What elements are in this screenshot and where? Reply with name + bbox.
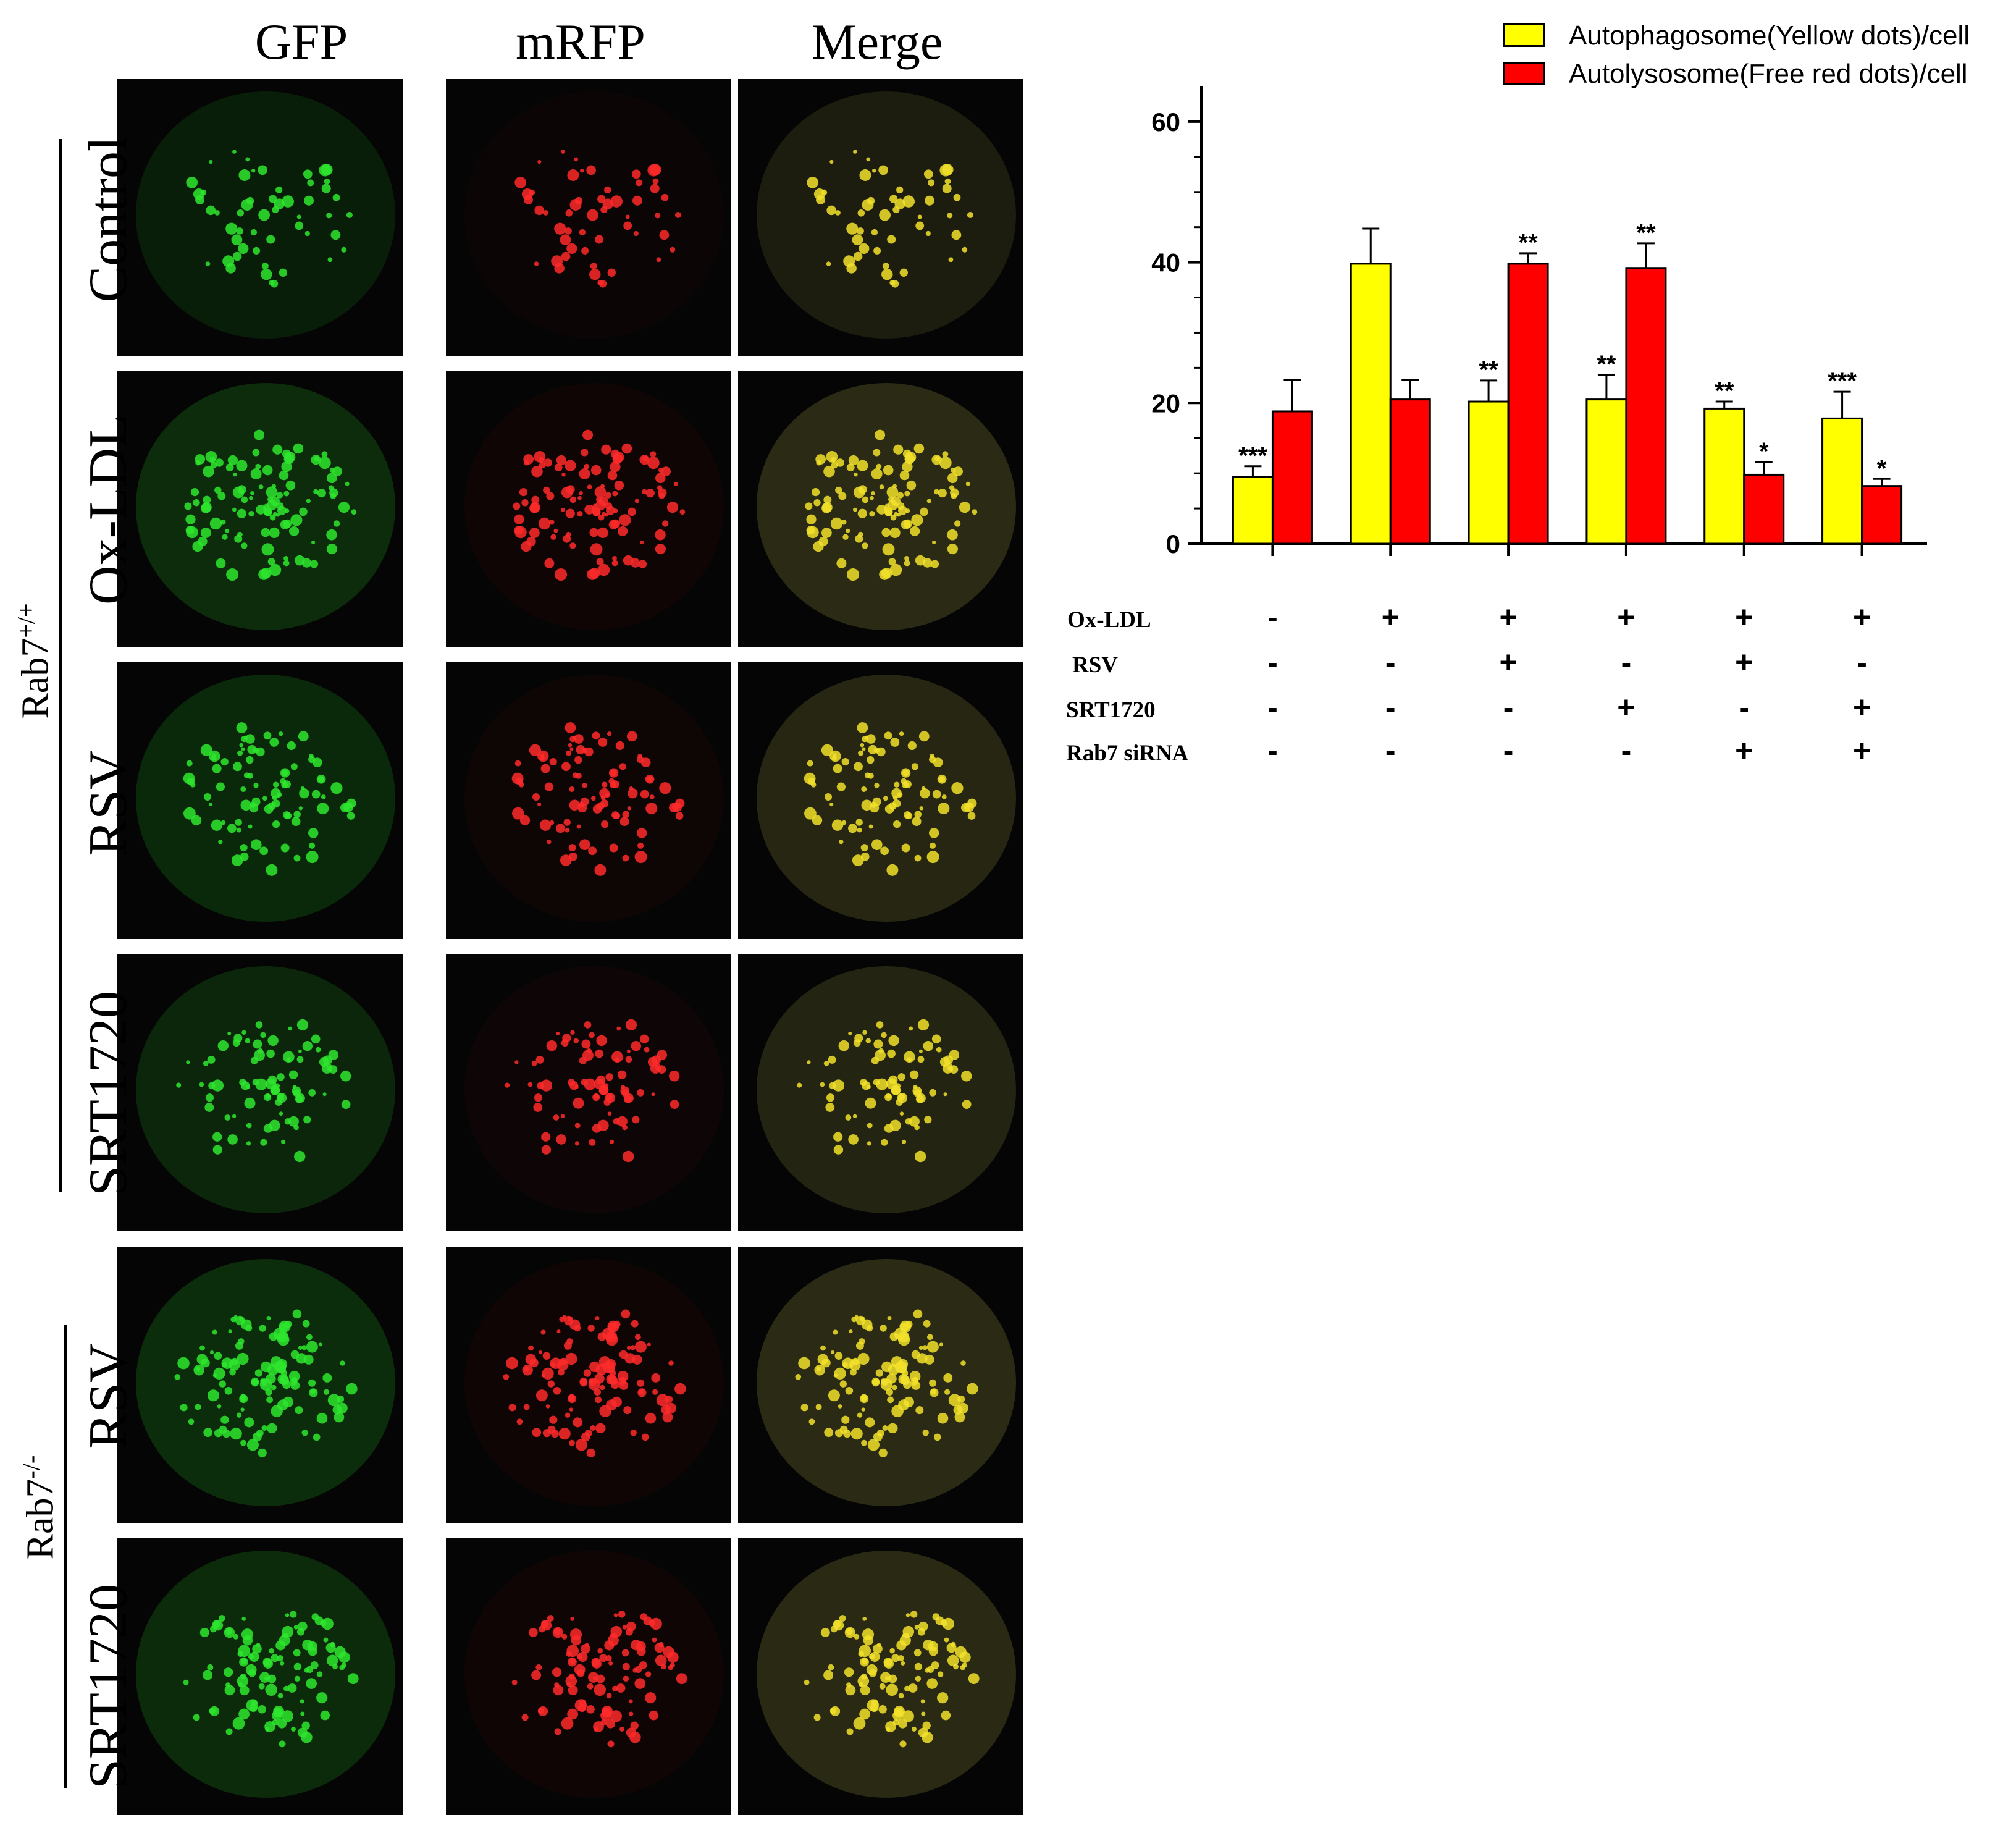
column-header-merge: Merge bbox=[811, 14, 943, 70]
micrograph-mrfp-row-6 bbox=[446, 1538, 731, 1815]
y-tick-label-20: 20 bbox=[1151, 389, 1180, 418]
micrograph-gfp-row-3 bbox=[117, 662, 403, 939]
treatment-sign: - bbox=[1503, 690, 1514, 725]
bar-series1-group5 bbox=[1703, 407, 1745, 545]
legend-swatch-autolysosome bbox=[1503, 62, 1545, 85]
micrograph-merge-row-3 bbox=[738, 662, 1023, 939]
bar-series2-group5 bbox=[1743, 473, 1785, 545]
micrograph-merge-row-6 bbox=[738, 1538, 1023, 1815]
treatment-sign: + bbox=[1852, 600, 1871, 634]
y-tick-label-0: 0 bbox=[1166, 529, 1180, 558]
bar-series2-group4 bbox=[1625, 267, 1667, 545]
significance-label: * bbox=[1759, 438, 1769, 465]
treatment-sign: - bbox=[1739, 690, 1750, 725]
treatment-sign: - bbox=[1621, 645, 1632, 680]
treatment-label-rsv: RSV bbox=[1072, 652, 1119, 678]
row-label-srt1720-knockout: SRT1720 bbox=[78, 1583, 138, 1790]
significance-label: ** bbox=[1715, 377, 1734, 405]
micrograph-mrfp-row-3 bbox=[446, 662, 731, 939]
row-label-ox-ldl: Ox-LDL bbox=[78, 415, 138, 605]
micrograph-gfp-row-5 bbox=[117, 1247, 403, 1523]
y-tick-label-40: 40 bbox=[1151, 248, 1180, 277]
treatment-label-rab7-sirna: Rab7 siRNA bbox=[1066, 741, 1189, 766]
treatment-sign: - bbox=[1267, 733, 1278, 768]
micrograph-gfp-row-4 bbox=[117, 954, 403, 1231]
treatment-sign: - bbox=[1267, 600, 1278, 634]
treatment-label-srt1720: SRT1720 bbox=[1066, 697, 1156, 723]
bar-series2-group1 bbox=[1271, 410, 1313, 545]
micrograph-mrfp-row-4 bbox=[446, 954, 731, 1231]
treatment-sign: - bbox=[1621, 733, 1632, 768]
bar-series1-group1 bbox=[1232, 476, 1274, 545]
micrograph-mrfp-row-1 bbox=[446, 79, 731, 356]
micrograph-mrfp-row-2 bbox=[446, 371, 731, 647]
bar-series1-group6 bbox=[1821, 417, 1863, 545]
column-header-mrfp: mRFP bbox=[516, 14, 645, 70]
micrograph-merge-row-4 bbox=[738, 954, 1023, 1231]
legend-swatch-autophagosome bbox=[1503, 23, 1545, 47]
row-label-srt1720: SRT1720 bbox=[78, 990, 138, 1197]
treatment-sign: + bbox=[1735, 600, 1754, 634]
legend-label-autolysosome: Autolysosome(Free red dots)/cell bbox=[1569, 59, 1968, 89]
treatment-sign: + bbox=[1852, 733, 1871, 768]
treatment-sign: + bbox=[1735, 645, 1754, 680]
treatment-sign: + bbox=[1617, 690, 1636, 725]
micrograph-gfp-row-2 bbox=[117, 371, 403, 647]
treatment-sign: + bbox=[1381, 600, 1400, 634]
bar-series2-group2 bbox=[1389, 398, 1431, 545]
bar-series1-group2 bbox=[1350, 263, 1392, 545]
group-bracket-wildtype bbox=[59, 139, 62, 1192]
significance-label: ** bbox=[1519, 229, 1539, 256]
bar-series2-group6 bbox=[1861, 485, 1903, 545]
treatment-sign: + bbox=[1499, 600, 1518, 634]
significance-label: ** bbox=[1636, 219, 1656, 246]
bar-series2-group3 bbox=[1507, 263, 1549, 545]
bar-series1-group4 bbox=[1586, 398, 1628, 545]
treatment-sign: + bbox=[1735, 733, 1754, 768]
row-label-control: Control bbox=[78, 136, 138, 303]
group-label-wildtype: Rab7+/+ bbox=[12, 603, 57, 719]
treatment-sign: - bbox=[1385, 733, 1396, 768]
column-header-gfp: GFP bbox=[254, 14, 348, 70]
treatment-sign: - bbox=[1385, 645, 1396, 680]
legend-label-autophagosome: Autophagosome(Yellow dots)/cell bbox=[1569, 20, 1970, 51]
y-tick-label-60: 60 bbox=[1151, 107, 1180, 137]
treatment-sign: - bbox=[1267, 690, 1278, 725]
micrograph-gfp-row-6 bbox=[117, 1538, 403, 1815]
significance-label: *** bbox=[1238, 442, 1267, 470]
group-bracket-knockout bbox=[64, 1325, 67, 1788]
treatment-label-ox-ldl: Ox-LDL bbox=[1067, 607, 1151, 633]
treatment-sign: + bbox=[1852, 690, 1871, 725]
row-label-rsv-knockout: RSV bbox=[78, 1343, 138, 1449]
treatment-sign: - bbox=[1385, 690, 1396, 725]
micrograph-gfp-row-1 bbox=[117, 79, 403, 356]
significance-label: * bbox=[1877, 455, 1887, 482]
micrograph-merge-row-2 bbox=[738, 371, 1023, 647]
treatment-sign: + bbox=[1617, 600, 1636, 634]
treatment-sign: - bbox=[1267, 645, 1278, 680]
micrograph-merge-row-5 bbox=[738, 1247, 1023, 1523]
row-label-rsv: RSV bbox=[78, 750, 138, 856]
significance-label: ** bbox=[1479, 356, 1499, 384]
group-label-knockout: Rab7-/- bbox=[17, 1455, 62, 1560]
significance-label: *** bbox=[1828, 368, 1857, 395]
treatment-sign: - bbox=[1503, 733, 1514, 768]
bar-series1-group3 bbox=[1468, 400, 1510, 545]
micrograph-merge-row-1 bbox=[738, 79, 1023, 356]
treatment-sign: + bbox=[1499, 645, 1518, 680]
significance-label: ** bbox=[1597, 351, 1616, 378]
micrograph-mrfp-row-5 bbox=[446, 1247, 731, 1523]
treatment-sign: - bbox=[1857, 645, 1867, 680]
